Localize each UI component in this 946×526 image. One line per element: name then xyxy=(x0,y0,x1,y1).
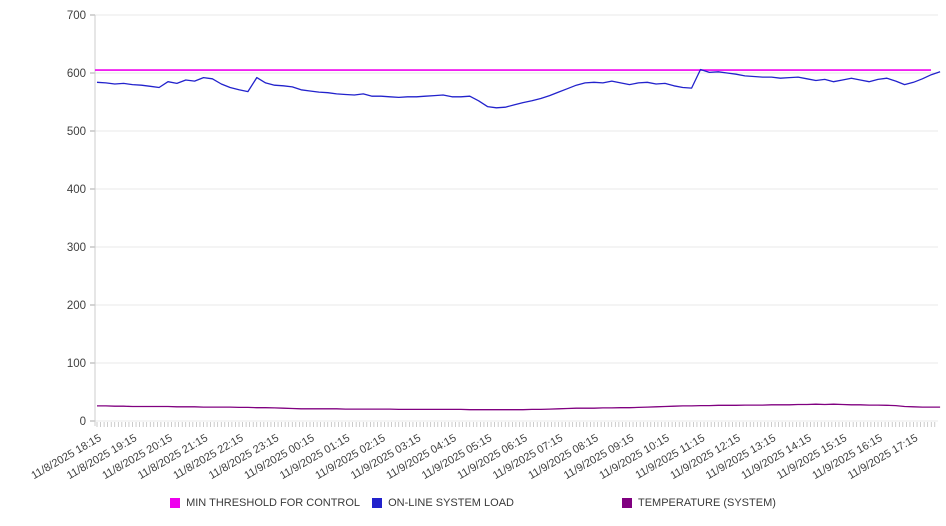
series-line-on-line-system-load xyxy=(96,68,941,109)
y-axis-tick-label: 400 xyxy=(67,184,86,196)
y-axis-tick-label: 600 xyxy=(67,68,86,80)
y-axis-tick-label: 300 xyxy=(67,242,86,254)
y-axis-tick-label: 0 xyxy=(80,416,86,428)
legend-label-temperature: TEMPERATURE (SYSTEM) xyxy=(637,497,776,509)
y-axis-tick-label: 200 xyxy=(67,300,86,312)
legend-item-system-load: ON-LINE SYSTEM LOAD xyxy=(372,497,514,509)
series-line-temperature-system- xyxy=(97,403,941,411)
legend-item-min-threshold: MIN THRESHOLD FOR CONTROL xyxy=(170,497,360,509)
legend-item-temperature: TEMPERATURE (SYSTEM) xyxy=(621,497,776,509)
legend-swatch-temperature-icon xyxy=(621,498,632,508)
legend-swatch-min-threshold-icon xyxy=(170,498,181,508)
chart-legend: MIN THRESHOLD FOR CONTROL ON-LINE SYSTEM… xyxy=(0,497,946,509)
y-axis-tick-label: 500 xyxy=(67,126,86,138)
legend-label-system-load: ON-LINE SYSTEM LOAD xyxy=(388,497,514,509)
legend-label-min-threshold: MIN THRESHOLD FOR CONTROL xyxy=(186,497,361,509)
y-axis-tick-label: 700 xyxy=(67,10,86,22)
legend-swatch-system-load-icon xyxy=(372,498,383,508)
y-axis-tick-label: 100 xyxy=(67,358,86,370)
